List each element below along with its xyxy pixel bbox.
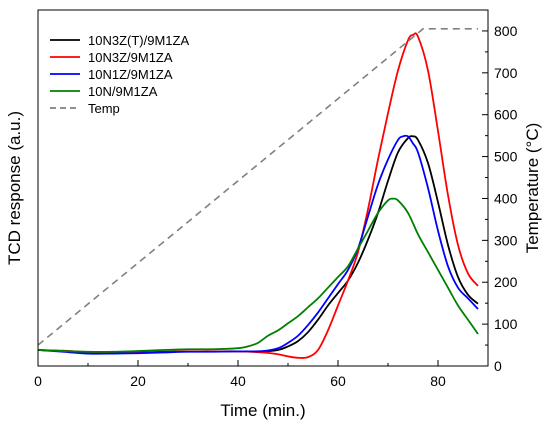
- series-line-5: [37, 28, 478, 346]
- legend-label: 10N3Z(T)/9M1ZA: [88, 33, 189, 48]
- series-line-1: [37, 135, 479, 354]
- plot-lines: [37, 28, 479, 359]
- right-y-axis: 0 100 200 300 400 500 600 700 800: [482, 23, 518, 374]
- series-line-3: [37, 134, 479, 355]
- legend-label: 10N/9M1ZA: [88, 84, 158, 99]
- y2-tick-label: 400: [494, 190, 518, 206]
- legend: 10N3Z(T)/9M1ZA 10N3Z/9M1ZA 10N1Z/9M1ZA 10N/…: [50, 33, 189, 116]
- y2-tick-label: 300: [494, 232, 518, 248]
- y2-tick-label: 500: [494, 149, 518, 165]
- series-line-2: [37, 32, 479, 359]
- right-y-axis-title: Temperature (°C): [523, 123, 542, 254]
- x-tick-label: 40: [230, 373, 246, 389]
- plot-frame: [37, 9, 489, 367]
- x-axis-title: Time (min.): [220, 401, 305, 420]
- x-tick-label: 80: [430, 373, 446, 389]
- x-tick-label: 0: [34, 373, 42, 389]
- y2-tick-label: 700: [494, 65, 518, 81]
- legend-label: 10N3Z/9M1ZA: [88, 50, 173, 65]
- y2-tick-label: 600: [494, 107, 518, 123]
- x-tick-label: 60: [330, 373, 346, 389]
- legend-label: Temp: [88, 101, 120, 116]
- left-y-axis-title: TCD response (a.u.): [5, 111, 24, 265]
- y2-tick-label: 0: [494, 358, 502, 374]
- series-line-4: [37, 197, 479, 353]
- x-tick-label: 20: [130, 373, 146, 389]
- y2-tick-label: 200: [494, 274, 518, 290]
- y2-tick-label: 800: [494, 23, 518, 39]
- legend-label: 10N1Z/9M1ZA: [88, 67, 173, 82]
- y2-tick-label: 100: [494, 316, 518, 332]
- x-axis: 0 20 40 60 80: [34, 360, 446, 389]
